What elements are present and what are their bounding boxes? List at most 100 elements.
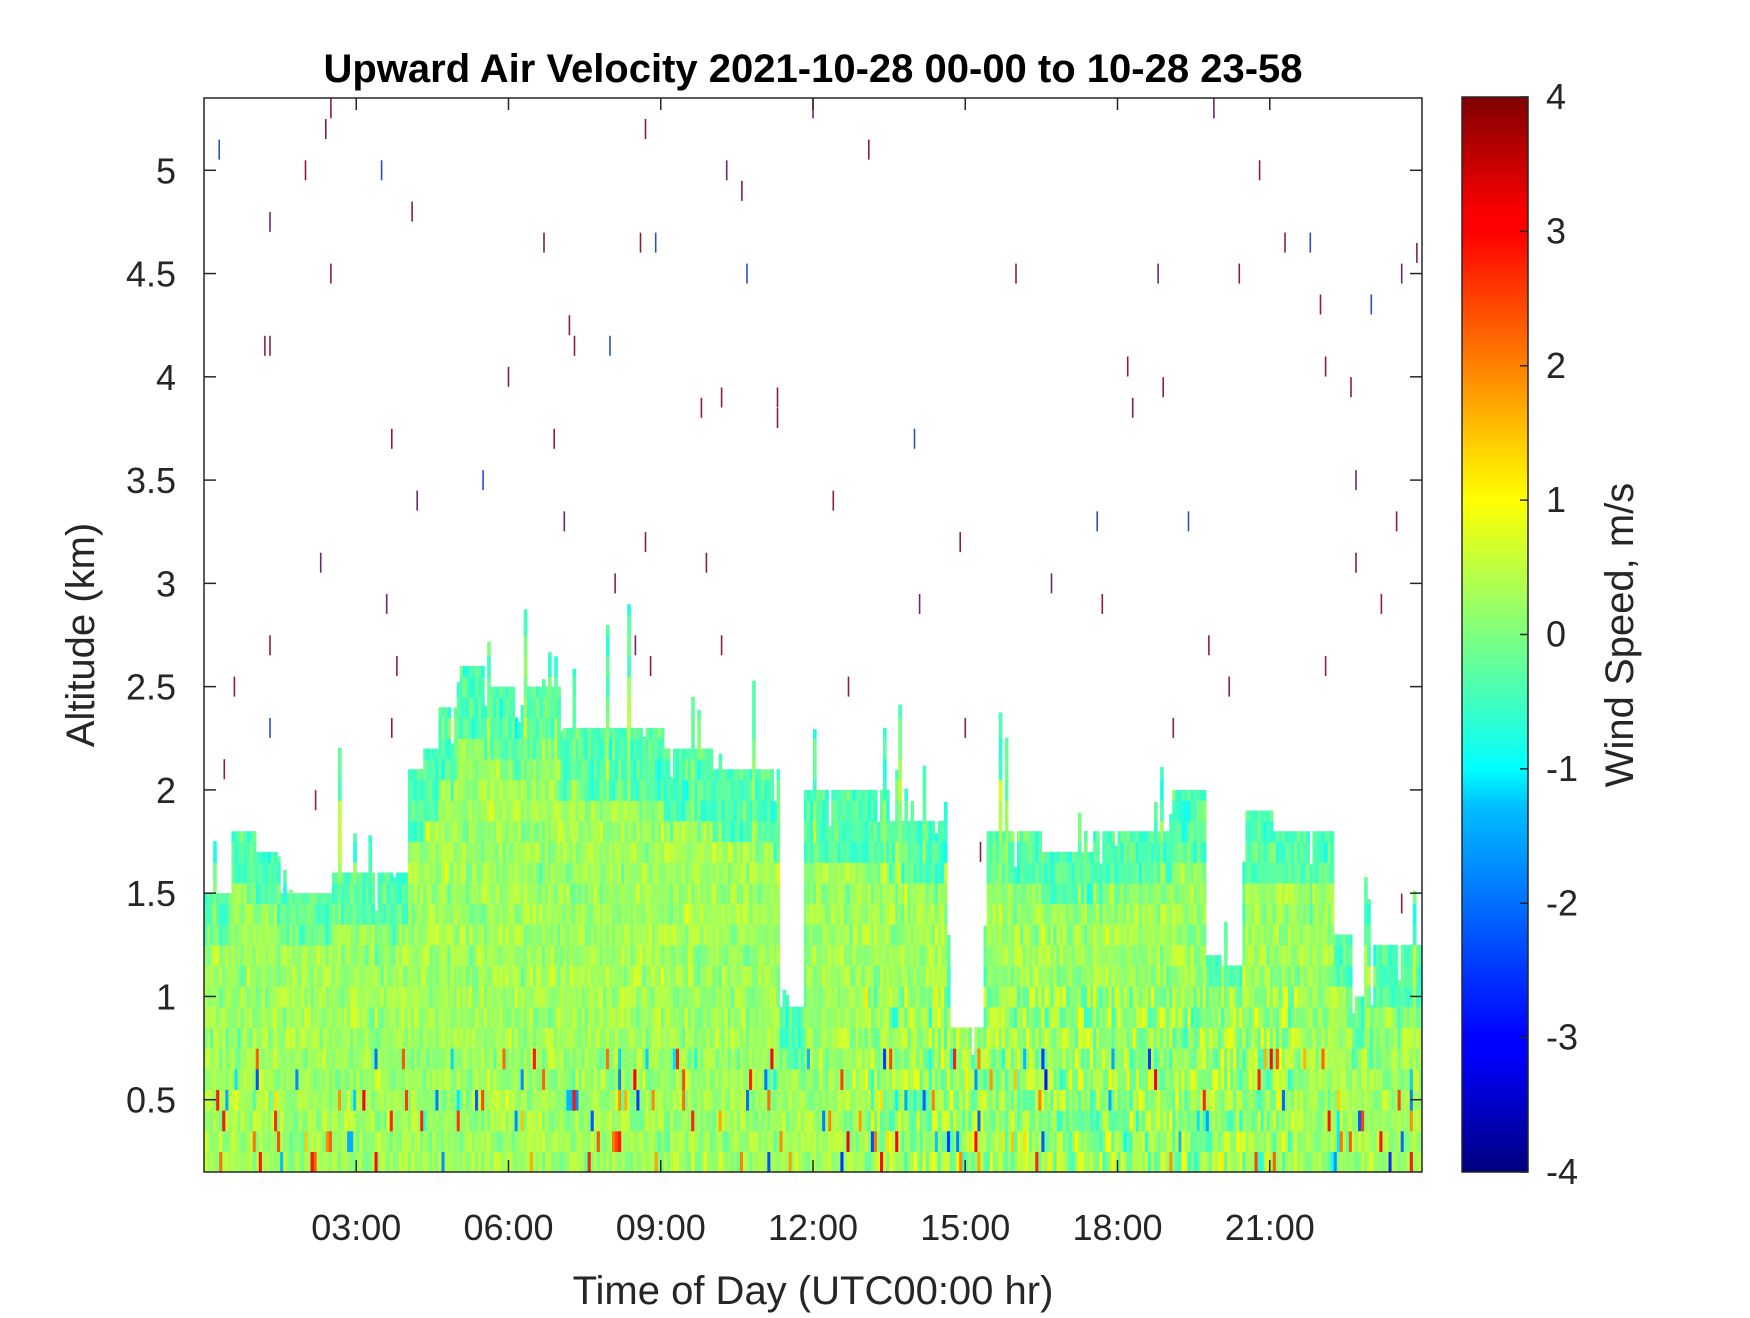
heatmap-cell	[898, 944, 902, 967]
heatmap-cell	[210, 1006, 214, 1029]
heatmap-cell	[627, 1151, 631, 1172]
heatmap-cell	[639, 820, 644, 843]
heatmap-cell	[377, 872, 382, 884]
heatmap-cell	[910, 801, 915, 822]
heatmap-cell	[499, 717, 503, 739]
heatmap-cell	[1020, 986, 1024, 1008]
heatmap-cell	[910, 1110, 915, 1132]
heatmap-cell	[499, 1110, 503, 1132]
heatmap-cell	[551, 1110, 555, 1132]
heatmap-cell	[800, 1006, 805, 1029]
heatmap-cell	[465, 1151, 470, 1172]
heatmap-cell	[246, 841, 251, 863]
heatmap-cell	[813, 841, 817, 863]
heatmap-cell	[852, 862, 857, 884]
heatmap-cell	[602, 944, 607, 967]
heatmap-cell	[590, 779, 595, 801]
heatmap-cell	[347, 872, 351, 884]
heatmap-cell	[992, 944, 997, 967]
heatmap-cell	[736, 1027, 741, 1049]
heatmap-cell	[660, 738, 665, 760]
heatmap-cell	[1017, 1130, 1021, 1152]
heatmap-cell	[602, 727, 607, 739]
heatmap-cell	[337, 862, 342, 884]
heatmap-cell	[334, 903, 339, 925]
heatmap-cell	[837, 986, 841, 1008]
heatmap-cell	[621, 800, 625, 822]
heatmap-cell	[922, 924, 927, 946]
heatmap-cell	[301, 1006, 306, 1029]
heatmap-cell	[773, 1006, 778, 1029]
heatmap-cell	[998, 1089, 1003, 1111]
heatmap-cell	[837, 1151, 841, 1172]
heatmap-cell	[773, 801, 778, 822]
heatmap-cell	[362, 1130, 366, 1152]
heatmap-cell	[523, 986, 528, 1008]
heatmap-cell	[630, 986, 634, 1008]
heatmap-cell	[968, 1151, 972, 1172]
heatmap-cell	[465, 758, 470, 781]
heatmap-cell	[764, 820, 768, 843]
heatmap-cell	[615, 1068, 619, 1090]
heatmap-cell	[426, 1006, 430, 1029]
heatmap-cell	[487, 758, 491, 781]
heatmap-cell	[529, 1068, 534, 1090]
heatmap-cell	[566, 1130, 570, 1152]
heatmap-cell	[761, 965, 765, 987]
heatmap-cell	[237, 944, 242, 967]
heatmap-cell	[691, 1151, 695, 1172]
heatmap-cell	[408, 800, 412, 822]
heatmap-cell	[761, 779, 765, 801]
heatmap-cell	[770, 965, 775, 987]
heatmap-cell	[782, 989, 787, 1008]
heatmap-cell	[672, 1006, 677, 1029]
heatmap-cell	[727, 1006, 732, 1029]
heatmap-cell	[712, 986, 717, 1008]
heatmap-cell	[499, 758, 503, 781]
heatmap-cell	[822, 1048, 826, 1070]
heatmap-cell	[590, 1151, 595, 1172]
heatmap-cell	[532, 986, 537, 1008]
heatmap-cell	[840, 986, 845, 1008]
heatmap-cell	[621, 1027, 625, 1049]
heatmap-cell	[688, 1068, 692, 1090]
heatmap-cell	[417, 1089, 421, 1111]
heatmap-cell	[618, 986, 622, 1008]
heatmap-cell	[404, 1130, 409, 1152]
heatmap-cell	[834, 1089, 838, 1111]
heatmap-cell	[496, 738, 500, 760]
heatmap-cell	[928, 841, 933, 863]
heatmap-cell	[654, 1048, 659, 1070]
heatmap-cell	[456, 696, 461, 719]
heatmap-cell	[581, 779, 586, 801]
heatmap-cell	[313, 986, 318, 1008]
heatmap-cell	[706, 748, 711, 760]
heatmap-cell	[548, 779, 552, 801]
heatmap-cell	[548, 820, 552, 843]
heatmap-cell	[916, 1068, 921, 1090]
heatmap-cell	[532, 717, 537, 739]
heatmap-cell	[733, 882, 738, 905]
heatmap-cell	[478, 800, 482, 822]
heatmap-cell	[459, 1110, 464, 1132]
heatmap-cell	[605, 965, 610, 987]
heatmap-cell	[852, 882, 857, 905]
heatmap-cell	[484, 924, 488, 946]
heatmap-cell	[423, 800, 427, 822]
heatmap-cell	[395, 872, 400, 884]
heatmap-cell	[441, 1130, 446, 1152]
heatmap-cell	[401, 1006, 406, 1029]
heatmap-cell	[901, 965, 905, 987]
heatmap-cell	[219, 1068, 223, 1090]
heatmap-cell	[386, 872, 391, 884]
heatmap-cell	[779, 1130, 784, 1152]
heatmap-cell	[648, 779, 653, 801]
heatmap-cell	[411, 820, 415, 843]
heatmap-cell	[688, 882, 692, 905]
heatmap-cell	[593, 965, 598, 987]
heatmap-cell	[584, 779, 589, 801]
heatmap-cell	[639, 882, 644, 905]
heatmap-cell	[283, 869, 287, 884]
heatmap-cell	[627, 1048, 631, 1070]
heatmap-cell	[435, 1006, 440, 1029]
